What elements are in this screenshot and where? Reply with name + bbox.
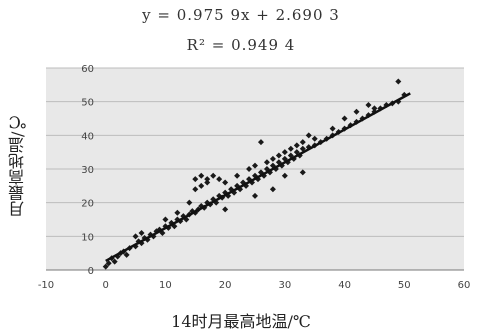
data-point xyxy=(252,162,258,169)
data-point xyxy=(198,172,205,179)
data-point xyxy=(102,263,109,270)
x-tick-label: 20 xyxy=(219,280,232,291)
data-point xyxy=(132,233,139,240)
data-point xyxy=(216,176,223,183)
data-point xyxy=(192,186,199,193)
x-tick-label: 0 xyxy=(103,280,109,291)
x-axis-label: 14时月最高地温/℃ xyxy=(171,312,311,331)
data-point xyxy=(257,139,264,146)
x-tick-label: -10 xyxy=(38,280,54,291)
data-point xyxy=(281,149,288,156)
data-point xyxy=(299,169,306,176)
data-point xyxy=(123,251,130,258)
y-tick-label: 40 xyxy=(81,131,94,142)
regression-equation: y = 0.975 9x + 2.690 3 xyxy=(142,6,340,24)
data-point xyxy=(395,78,402,85)
data-point xyxy=(198,182,205,189)
data-point xyxy=(252,192,258,199)
data-point xyxy=(162,216,169,223)
data-point xyxy=(275,152,282,159)
data-point xyxy=(299,139,306,146)
data-point xyxy=(234,172,241,179)
x-tick-label: 50 xyxy=(398,280,411,291)
data-point xyxy=(105,260,112,267)
x-tick-label: 30 xyxy=(278,280,291,291)
grid-lines xyxy=(46,67,464,271)
data-point xyxy=(311,135,318,142)
data-point xyxy=(281,172,288,179)
data-point xyxy=(269,186,276,193)
x-tick-label: 60 xyxy=(458,280,471,291)
data-point xyxy=(222,206,229,213)
data-point xyxy=(246,166,253,172)
data-point xyxy=(263,159,270,166)
data-point xyxy=(329,125,336,132)
data-point xyxy=(174,209,181,216)
data-point xyxy=(287,145,294,152)
data-point xyxy=(210,172,217,179)
y-tick-label: 30 xyxy=(81,165,94,176)
trendline-group xyxy=(105,92,411,263)
trendline xyxy=(105,92,411,263)
data-point xyxy=(138,229,145,236)
r-squared: R² = 0.949 4 xyxy=(186,36,296,54)
data-point xyxy=(269,155,276,162)
data-point xyxy=(111,258,118,265)
data-point xyxy=(353,108,360,115)
y-axis-label: 月最高地温/℃ xyxy=(8,112,27,218)
data-point xyxy=(222,179,229,186)
data-point xyxy=(192,176,199,183)
y-tick-label: 60 xyxy=(81,64,94,75)
y-tick-label: 10 xyxy=(81,232,94,243)
tick-labels: 0 10 20 30 40 50 60 -10 0 10 20 30 40 50 60 xyxy=(38,64,471,291)
data-point xyxy=(204,179,211,186)
data-point xyxy=(371,105,378,112)
data-point xyxy=(293,142,300,149)
x-tick-label: 10 xyxy=(159,280,172,291)
data-point xyxy=(341,115,348,122)
data-point xyxy=(204,176,211,183)
data-point xyxy=(186,199,193,206)
x-tick-label: 40 xyxy=(338,280,351,291)
y-tick-label: 0 xyxy=(88,266,94,277)
y-tick-label: 20 xyxy=(81,199,94,210)
data-point xyxy=(365,102,372,109)
y-tick-label: 50 xyxy=(81,98,94,109)
data-point xyxy=(305,132,312,139)
